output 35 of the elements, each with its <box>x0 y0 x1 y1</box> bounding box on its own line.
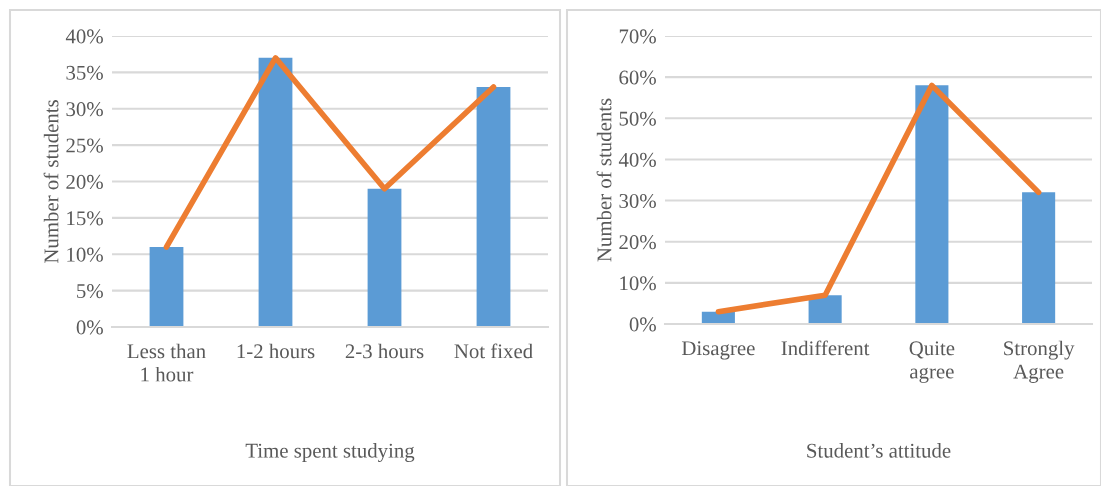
bar <box>476 86 511 327</box>
y-tick-label: 30% <box>66 102 103 117</box>
y-axis-title: Number of students <box>596 98 612 262</box>
y-tick-label: 15% <box>67 211 103 226</box>
y-axis-title: Number of students <box>43 100 59 264</box>
y-tick-label: 70% <box>619 29 656 44</box>
x-tick-label: 2-3 hours <box>345 343 424 359</box>
y-tick-label: 40% <box>618 152 656 167</box>
y-tick-label: 10% <box>67 247 103 262</box>
y-tick-label: 10% <box>620 276 656 291</box>
y-tick-label: 40% <box>65 29 103 44</box>
x-tick-label: Strongly Agree <box>1004 340 1075 383</box>
bar <box>258 57 293 327</box>
y-tick-label: 35% <box>66 65 103 80</box>
x-axis-title: Student’s attitude <box>807 443 951 458</box>
x-tick-label: 1-2 hours <box>237 343 315 359</box>
x-tick-label: Indifferent <box>781 340 870 356</box>
y-tick-label: 50% <box>619 111 656 126</box>
x-tick-label: Not fixed <box>454 343 533 359</box>
bar <box>915 85 949 324</box>
y-tick-label: 0% <box>629 317 656 332</box>
y-tick-label: 5% <box>77 284 103 299</box>
y-tick-label: 60% <box>619 70 656 85</box>
x-tick-label: Quite agree <box>909 341 955 383</box>
x-axis-title: Time spent studying <box>245 443 415 462</box>
x-tick-label: Disagree <box>681 341 755 360</box>
y-tick-label: 20% <box>619 235 656 250</box>
bar <box>367 188 402 327</box>
bar <box>149 246 184 327</box>
y-tick-label: 25% <box>66 138 103 153</box>
x-tick-label: Less than 1 hour <box>127 343 206 382</box>
bar <box>1022 192 1056 324</box>
y-tick-label: 0% <box>76 320 103 335</box>
y-tick-label: 30% <box>619 193 656 209</box>
y-tick-label: 20% <box>66 174 103 189</box>
